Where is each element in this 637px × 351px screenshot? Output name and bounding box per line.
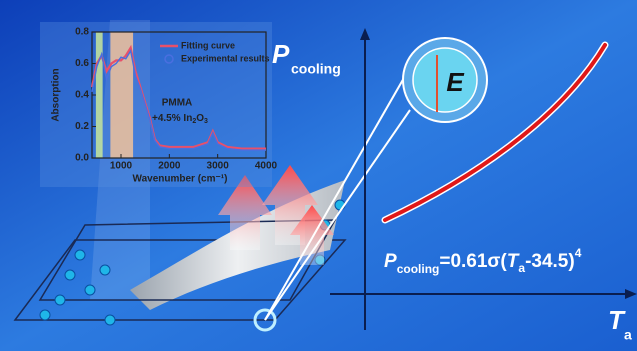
legend-label: Experimental results [181,53,270,63]
band [96,32,103,158]
particle [40,310,50,320]
ann-text: +4.5% In [152,113,192,124]
particle [75,250,85,260]
formula-end: -34.5) [525,251,575,272]
particle [105,315,115,325]
x-tick-label: 3000 [207,161,230,172]
y-tick-label: 0.4 [75,90,89,101]
inset-annotation: PMMA [162,98,193,109]
particle [100,265,110,275]
graphic: E P cooling T a Pcooling=0.61σ(Ta-34.5)4… [0,0,637,351]
x-axis-label-sub: a [624,327,632,343]
formula-p-sub: cooling [397,262,440,276]
ann-sub: 3 [204,118,208,125]
particle [65,270,75,280]
inset-annotation: +4.5% In2O3 [152,113,208,125]
y-tick-label: 0.0 [75,153,89,164]
particle-large [413,48,477,112]
inset-x-label: Wavenumber (cm⁻¹) [133,174,228,185]
x-tick-label: 2000 [158,161,181,172]
legend-label: Fitting curve [181,40,235,50]
particle [55,295,65,305]
x-tick-label: 1000 [110,161,133,172]
x-tick-label: 4000 [255,161,278,172]
y-tick-label: 0.2 [75,121,89,132]
particle [85,285,95,295]
page: E P cooling T a Pcooling=0.61σ(Ta-34.5)4… [0,0,637,351]
y-tick-label: 0.8 [75,27,89,38]
formula-exp: 4 [575,246,582,260]
inset-y-label: Absorption [51,68,62,121]
y-axis-label: P [272,39,290,69]
formula-p: P [384,251,397,272]
y-tick-label: 0.6 [75,58,89,69]
field-label: E [446,67,464,97]
formula-mid: =0.61σ( [439,251,507,272]
y-axis-label-sub: cooling [291,61,341,77]
